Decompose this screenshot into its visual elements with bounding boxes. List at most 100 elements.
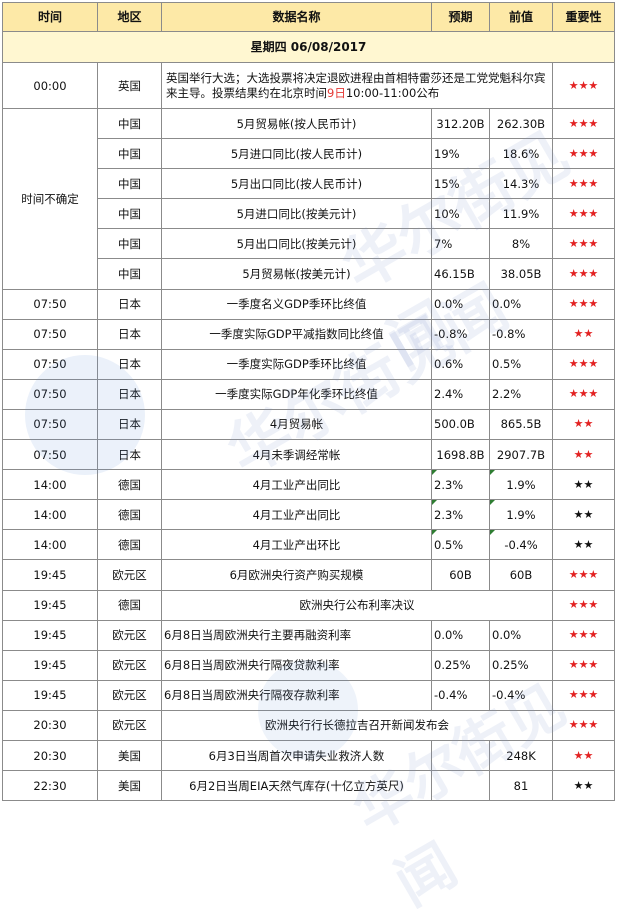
cell-forecast: 0.6%	[431, 348, 490, 380]
cell-name: 欧洲央行行长德拉吉召开新闻发布会	[161, 709, 553, 741]
table-row: 14:00 德国 4月工业产出同比 2.3% 1.9% ★★	[2, 469, 615, 501]
cell-name: 一季度实际GDP平减指数同比终值	[161, 318, 432, 350]
cell-region: 中国	[97, 138, 162, 170]
cell-previous: 38.05B	[489, 258, 553, 290]
cell-time: 14:00	[2, 469, 98, 501]
cell-region: 日本	[97, 408, 162, 441]
cell-name: 6月欧洲央行资产购买规模	[161, 559, 432, 591]
cell-importance: ★★★	[552, 348, 615, 380]
cell-forecast: 0.0%	[431, 288, 490, 320]
cell-previous: 248K	[489, 739, 553, 772]
table-row: 20:30 美国 6月3日当周首次申请失业救济人数 248K ★★	[2, 739, 615, 772]
cell-importance: ★★★	[552, 709, 615, 741]
cell-name: 4月工业产出同比	[161, 499, 432, 531]
cell-previous: 81	[489, 770, 553, 802]
cell-name: 6月8日当周欧洲央行主要再融资利率	[161, 619, 432, 651]
cell-previous: 865.5B	[489, 408, 553, 441]
cell-forecast: 1698.8B	[431, 439, 490, 471]
cell-forecast	[431, 770, 490, 802]
cell-time: 07:50	[2, 348, 98, 380]
cell-time: 19:45	[2, 589, 98, 621]
table-row: 07:50 日本 一季度名义GDP季环比终值 0.0% 0.0% ★★★	[2, 288, 615, 320]
cell-importance: ★★★	[552, 62, 615, 109]
cell-previous: 8%	[489, 228, 553, 260]
cell-region: 日本	[97, 348, 162, 380]
cell-name: 英国举行大选；大选投票将决定退欧进程由首相特雷莎还是工党党魁科尔宾来主导。投票结…	[161, 62, 553, 109]
cell-importance: ★★	[552, 408, 615, 441]
table-row: 07:50 日本 一季度实际GDP平减指数同比终值 -0.8% -0.8% ★★	[2, 318, 615, 350]
cell-region: 中国	[97, 107, 162, 140]
cell-importance: ★★	[552, 469, 615, 501]
cell-importance: ★★★	[552, 288, 615, 320]
cell-previous: 0.25%	[489, 649, 553, 681]
table-row: 20:30 欧元区 欧洲央行行长德拉吉召开新闻发布会 ★★★	[2, 709, 615, 741]
table-row: 中国 5月出口同比(按人民币计) 15% 14.3% ★★★	[3, 168, 615, 200]
cell-forecast: 2.3%	[431, 469, 490, 501]
cell-name-highlight: 9日	[327, 85, 346, 100]
cell-previous: 14.3%	[489, 168, 553, 200]
date-label: 星期四 06/08/2017	[2, 31, 615, 63]
cell-time: 07:50	[2, 288, 98, 320]
cell-time: 07:50	[2, 408, 98, 441]
cell-region: 德国	[97, 469, 162, 501]
cell-region: 德国	[97, 499, 162, 531]
cell-name: 6月3日当周首次申请失业救济人数	[161, 739, 432, 772]
cell-forecast: 0.0%	[431, 619, 490, 651]
cell-previous: 18.6%	[489, 138, 553, 170]
table-row: 19:45 欧元区 6月8日当周欧洲央行隔夜贷款利率 0.25% 0.25% ★…	[2, 649, 615, 681]
cell-importance: ★★★	[552, 619, 615, 651]
table-row: 07:50 日本 4月贸易帐 500.0B 865.5B ★★	[2, 408, 615, 441]
cell-region: 中国	[97, 198, 162, 230]
cell-time: 19:45	[2, 649, 98, 681]
header-row: 时间 地区 数据名称 预期 前值 重要性	[2, 2, 615, 32]
table-row: 19:45 德国 欧洲央行公布利率决议 ★★★	[2, 589, 615, 621]
cell-forecast: 2.3%	[431, 499, 490, 531]
cell-forecast: 7%	[431, 228, 490, 260]
header-previous: 前值	[489, 2, 553, 32]
cell-region: 中国	[97, 228, 162, 260]
cell-importance: ★★★	[552, 649, 615, 681]
table-row: 07:50 日本 一季度实际GDP季环比终值 0.6% 0.5% ★★★	[2, 348, 615, 380]
date-row: 星期四 06/08/2017	[2, 31, 615, 63]
cell-region: 英国	[97, 62, 162, 109]
cell-region: 德国	[97, 529, 162, 561]
cell-previous: 262.30B	[489, 107, 553, 140]
cell-previous: -0.4%	[489, 529, 553, 561]
cell-time: 19:45	[2, 679, 98, 711]
cell-importance: ★★★	[552, 198, 615, 230]
cell-previous: -0.8%	[489, 318, 553, 350]
header-importance: 重要性	[552, 2, 615, 32]
cell-time: 00:00	[2, 62, 98, 109]
cell-previous: 2.2%	[489, 378, 553, 410]
cell-time: 19:45	[2, 619, 98, 651]
header-time: 时间	[2, 2, 98, 32]
cell-name: 一季度实际GDP季环比终值	[161, 348, 432, 380]
cell-forecast: 19%	[431, 138, 490, 170]
cell-region: 日本	[97, 318, 162, 350]
cell-name: 4月工业产出环比	[161, 529, 432, 561]
cell-importance: ★★★	[552, 258, 615, 290]
cell-name: 一季度名义GDP季环比终值	[161, 288, 432, 320]
cell-previous: 11.9%	[489, 198, 553, 230]
cell-name: 4月未季调经常帐	[161, 439, 432, 471]
table-row: 14:00 德国 4月工业产出环比 0.5% -0.4% ★★	[2, 529, 615, 561]
table-row: 14:00 德国 4月工业产出同比 2.3% 1.9% ★★	[2, 499, 615, 531]
cell-time: 07:50	[2, 318, 98, 350]
cell-importance: ★★★	[552, 228, 615, 260]
cell-previous: 0.5%	[489, 348, 553, 380]
cell-name: 6月8日当周欧洲央行隔夜贷款利率	[161, 649, 432, 681]
cell-importance: ★★★	[552, 589, 615, 621]
table-row: 中国 5月出口同比(按美元计) 7% 8% ★★★	[3, 228, 615, 260]
cell-importance: ★★	[552, 439, 615, 471]
cell-forecast: 0.5%	[431, 529, 490, 561]
cell-forecast: 0.25%	[431, 649, 490, 681]
cell-region: 中国	[97, 168, 162, 200]
cell-time: 20:30	[2, 739, 98, 772]
cell-time: 14:00	[2, 499, 98, 531]
cell-name: 5月贸易帐(按人民币计)	[161, 107, 432, 140]
cell-region: 中国	[97, 258, 162, 290]
header-name: 数据名称	[161, 2, 432, 32]
cell-importance: ★★	[552, 739, 615, 772]
table-row: 22:30 美国 6月2日当周EIA天然气库存(十亿立方英尺) 81 ★★	[2, 770, 615, 802]
